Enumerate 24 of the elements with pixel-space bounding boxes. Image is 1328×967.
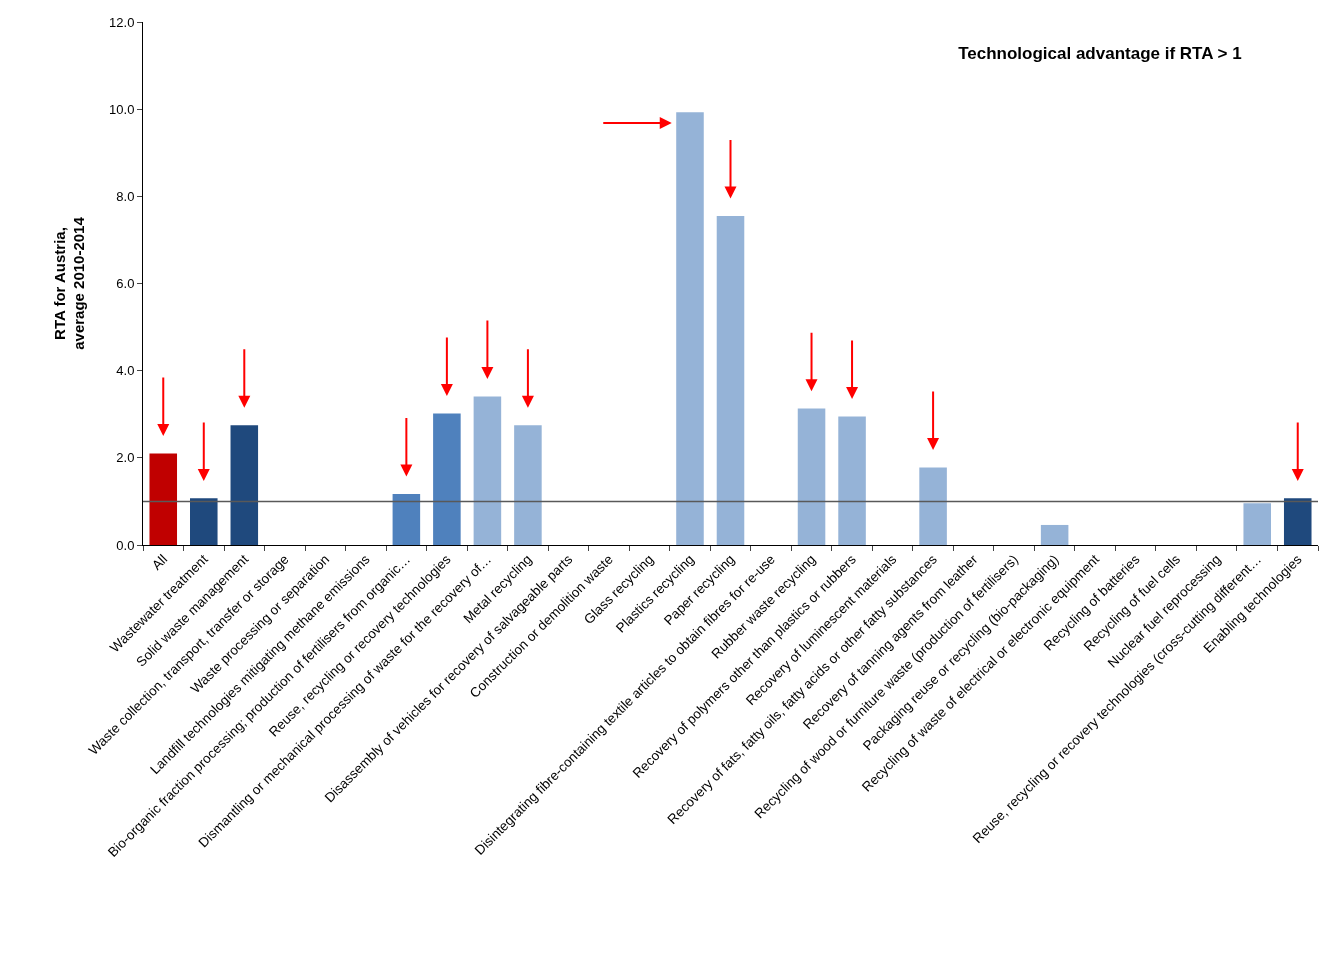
y-tick-label: 12.0 [109,14,135,30]
bar [473,396,502,545]
y-tick-label: 8.0 [116,188,135,204]
bar [716,215,745,545]
y-tick-label: 0.0 [116,537,135,553]
bar [919,467,947,545]
bar [230,425,259,545]
bar [797,408,826,545]
bar [149,453,178,545]
bar [838,416,866,545]
y-tick-label: 2.0 [116,450,135,466]
y-tick-label: 4.0 [116,363,135,379]
text: Technological advantage if RTA > 1 [958,44,1242,64]
bar [514,425,542,545]
bar [433,413,461,545]
bar [1243,503,1271,545]
bar [1283,498,1312,545]
y-axis-title: RTA for Austria, average 2010-2014 [50,216,88,350]
bar [392,494,421,545]
y-tick-label: 6.0 [116,276,135,292]
bar [676,112,704,545]
y-tick-label: 10.0 [109,101,135,117]
bar [190,498,218,545]
bar [1040,524,1069,545]
